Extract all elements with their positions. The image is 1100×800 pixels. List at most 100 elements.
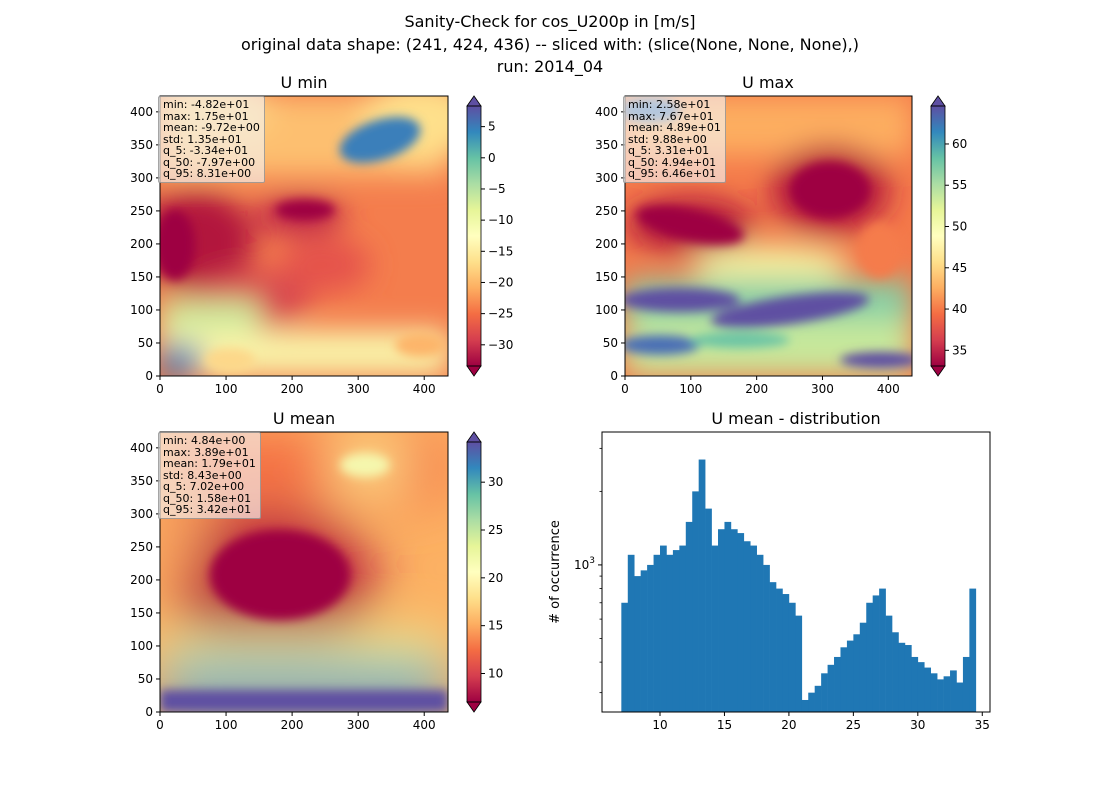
y-tick-label: 250 (595, 204, 618, 218)
colorbar-tick-label: −30 (488, 338, 513, 352)
figure-title-line-2: original data shape: (241, 424, 436) -- … (241, 35, 859, 54)
u-max-stat-std: std: 9.88e+00 (628, 132, 707, 146)
x-tick-label: 200 (745, 382, 768, 396)
histogram-bar (801, 699, 809, 712)
colorbar-tick-label: 5 (488, 120, 496, 134)
histogram-bar (904, 645, 912, 712)
histogram-bar (730, 529, 738, 712)
panel-u-mean: U mean 0 100 200 300 400 0 50 100 150 200 250 300 35… (130, 409, 503, 732)
u-mean-title: U mean (273, 409, 335, 428)
histogram-bar (621, 602, 629, 712)
x-tick-label: 300 (347, 718, 370, 732)
histogram-bar (750, 545, 757, 712)
colorbar-tick-label: 20 (488, 571, 503, 585)
y-tick-label: 0 (610, 369, 618, 383)
histogram-bar (763, 564, 770, 712)
histogram-bar (718, 529, 725, 712)
histogram-bar (859, 622, 867, 712)
y-tick-label: 200 (130, 573, 153, 587)
y-tick-label: 50 (138, 336, 153, 350)
y-tick-label: 150 (130, 270, 153, 284)
y-tick-label: 250 (130, 204, 153, 218)
u-mean-stat-q50: q_50: 1.58e+01 (163, 491, 252, 505)
histogram-bar (853, 634, 861, 712)
y-tick-label: 400 (130, 441, 153, 455)
histogram-bar (653, 554, 661, 712)
u-mean-stat-q5: q_5: 7.02e+00 (163, 480, 245, 493)
colorbar-tick-label: 40 (952, 302, 967, 316)
y-tick-label: 350 (595, 138, 618, 152)
u-min-stat-q95: q_95: 8.31e+00 (163, 167, 252, 180)
u-min-stat-q5: q_5: -3.34e+01 (163, 144, 249, 157)
u-max-stat-q95: q_95: 6.46e+01 (628, 167, 717, 180)
y-tick-label: 350 (130, 474, 153, 488)
histogram-bar (640, 570, 648, 712)
u-min-colorbar-extend-max (466, 95, 482, 107)
histogram-bar (685, 521, 693, 712)
histogram-bar (634, 576, 641, 712)
histogram-ylabel: # of occurrence (548, 520, 563, 624)
histogram-bar (872, 595, 880, 712)
colorbar-tick-label: −25 (488, 307, 513, 321)
histogram-bar (795, 615, 803, 712)
histogram-bar (724, 521, 732, 712)
histogram-bar (647, 564, 654, 712)
x-tick-label: 0 (621, 382, 629, 396)
histogram-bar (672, 550, 680, 712)
colorbar-tick-label: −5 (488, 182, 506, 196)
histogram-bar (808, 692, 815, 712)
u-mean-heatmap (160, 432, 448, 712)
colorbar-tick-label: 60 (952, 137, 967, 151)
u-max-title: U max (742, 73, 794, 92)
histogram-x-tick-label: 30 (910, 718, 925, 732)
y-tick-label: 50 (603, 336, 618, 350)
u-mean-colorbar (467, 442, 481, 702)
histogram-x-tick-label: 20 (781, 718, 796, 732)
histogram-bar (769, 582, 777, 712)
histogram-bar (692, 491, 699, 712)
u-mean-colorbar-frame (466, 441, 482, 703)
histogram-x-tick-label: 15 (717, 718, 732, 732)
u-max-stat-min: min: 2.58e+01 (628, 98, 711, 111)
y-tick-label: 300 (130, 171, 153, 185)
histogram-bar (711, 545, 719, 712)
figure-title-line-3: run: 2014_04 (496, 57, 604, 76)
y-tick-label: 350 (130, 138, 153, 152)
histogram-bar (705, 508, 712, 712)
histogram-bar (846, 640, 854, 712)
u-max-colorbar-ticks: 60 55 50 45 40 35 (945, 137, 967, 357)
histogram-axes-frame (601, 431, 991, 713)
histogram-bar (911, 656, 919, 712)
histogram-bar (627, 554, 635, 712)
colorbar-tick-label: 15 (488, 619, 503, 633)
colorbar-tick-label: 50 (952, 220, 967, 234)
colorbar-tick-label: 0 (488, 151, 496, 165)
x-tick-label: 200 (281, 382, 304, 396)
u-max-stat-mean: mean: 4.89e+01 (628, 121, 721, 134)
u-max-axis-ticks: 0 100 200 300 400 0 50 100 150 200 250 300 350 400 (595, 105, 900, 396)
y-tick-label: 150 (595, 270, 618, 284)
histogram-bar (788, 602, 796, 712)
u-max-colorbar-extend-min (930, 365, 946, 377)
x-tick-label: 100 (679, 382, 702, 396)
x-tick-label: 400 (413, 718, 436, 732)
u-mean-colorbar-extend-min (466, 701, 482, 713)
u-max-heatmap (625, 96, 912, 376)
u-min-axes-frame (159, 95, 449, 377)
colorbar-tick-label: 30 (488, 475, 503, 489)
histogram-x-tick-label: 35 (975, 718, 990, 732)
histogram-x-tick-label: 25 (846, 718, 861, 732)
u-min-colorbar-ticks: 5 0 −5 −10 −15 −20 −25 −30 (481, 120, 513, 352)
x-tick-label: 100 (215, 382, 238, 396)
y-tick-label: 400 (595, 105, 618, 119)
histogram-y-tick-label: 103 (574, 556, 595, 572)
figure-title-line-1: Sanity-Check for cos_U200p in [m/s] (404, 12, 696, 31)
u-mean-colorbar-ticks: 30 25 20 15 10 (481, 475, 503, 680)
histogram-bar (698, 459, 706, 712)
u-mean-stat-max: max: 3.89e+01 (163, 445, 249, 459)
u-mean-stat-q95: q_95: 3.42e+01 (163, 503, 252, 516)
u-mean-stat-std: std: 8.43e+00 (163, 468, 242, 482)
histogram-bar (879, 588, 886, 712)
u-mean-axis-ticks: 0 100 200 300 400 0 50 100 150 200 250 300 350 400 (130, 441, 436, 732)
